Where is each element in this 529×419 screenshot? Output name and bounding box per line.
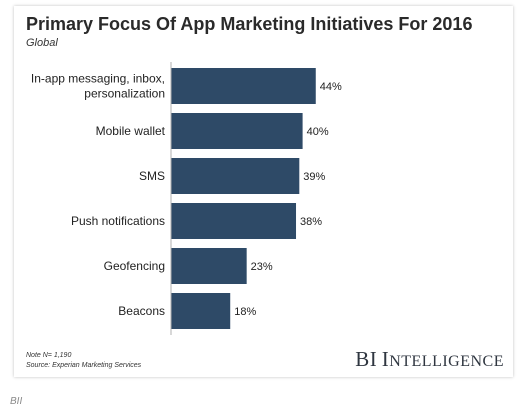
bi-intelligence-logo: BI INTELLIGENCE <box>314 347 504 372</box>
category-label-5: Beacons <box>118 304 165 318</box>
note-source: Source: Experian Marketing Services <box>26 362 142 369</box>
category-label-2: SMS <box>139 169 165 183</box>
brand-ntelligence: NTELLIGENCE <box>389 353 504 370</box>
category-label-0-line-1: personalization <box>84 87 165 101</box>
data-label-2: 39% <box>303 171 325 183</box>
footer-bii: BII <box>10 396 23 407</box>
bar-5 <box>171 293 231 329</box>
category-label-0-line-0: In-app messaging, inbox, <box>31 72 165 86</box>
data-label-1: 40% <box>307 126 329 138</box>
bar-2 <box>171 158 300 194</box>
brand-bi: BI <box>355 347 378 371</box>
chart-subtitle: Global <box>26 37 58 49</box>
bar-0 <box>171 68 316 104</box>
chart-card: Primary Focus Of App Marketing Initiativ… <box>14 6 513 377</box>
data-label-5: 18% <box>234 306 256 318</box>
bar-4 <box>171 248 247 284</box>
category-label-1: Mobile wallet <box>96 124 166 138</box>
data-label-4: 23% <box>251 261 273 273</box>
bar-chart: 44% In-app messaging, inbox,personalizati… <box>31 62 342 335</box>
data-label-3: 38% <box>300 216 322 228</box>
brand-i: I <box>381 347 390 371</box>
category-label-4: Geofencing <box>104 259 165 273</box>
chart-title: Primary Focus Of App Marketing Initiativ… <box>26 14 473 34</box>
bar-3 <box>171 203 297 239</box>
category-label-3: Push notifications <box>71 214 165 228</box>
bar-1 <box>171 113 303 149</box>
note-sample-size: Note N= 1,190 <box>26 352 72 359</box>
data-label-0: 44% <box>320 81 342 93</box>
